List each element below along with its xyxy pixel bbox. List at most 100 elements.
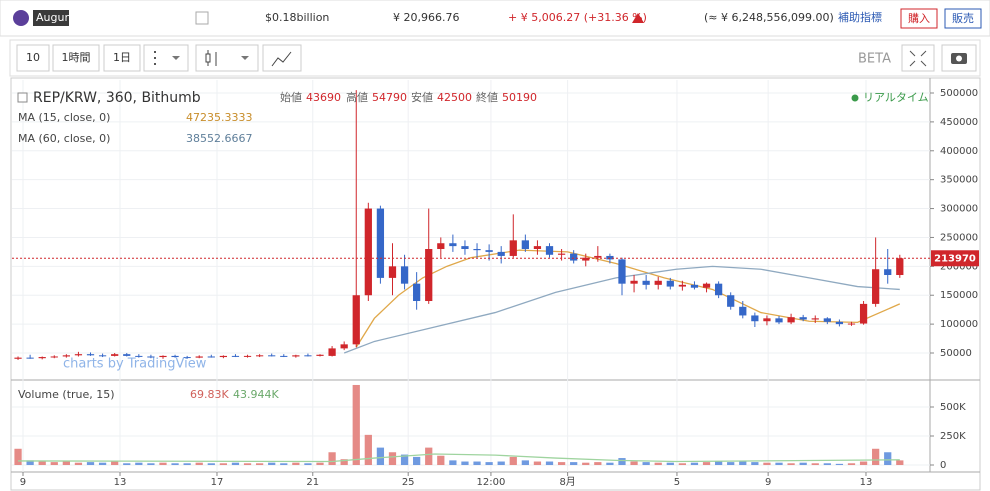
candle-body xyxy=(62,355,70,357)
volume-bar xyxy=(630,461,638,466)
zoom-button[interactable] xyxy=(16,44,50,72)
plot: 9 13 17 21 25 12:00 8月 5 9 13 50000 100000 150000 200… xyxy=(12,80,979,488)
volume-bar xyxy=(135,462,143,466)
candle-body xyxy=(473,249,481,251)
volume-bar xyxy=(606,462,614,466)
fullscreen-button[interactable] xyxy=(901,44,935,72)
beta-label: BETA xyxy=(858,52,891,67)
candle-body xyxy=(280,355,288,357)
volume-bar xyxy=(195,462,203,466)
fullscreen-icon xyxy=(909,50,927,67)
indicators-link[interactable]: 補助指標 xyxy=(838,10,882,24)
candle-body xyxy=(98,355,107,357)
buy-button[interactable] xyxy=(900,8,938,29)
volume-bar xyxy=(557,462,566,466)
candle-body xyxy=(787,317,795,323)
volume-bar xyxy=(545,461,554,466)
dropdown-icon xyxy=(172,56,180,60)
candle-body xyxy=(340,344,348,349)
up-arrow xyxy=(632,13,644,23)
candle-body xyxy=(739,306,747,316)
volume-bar xyxy=(207,463,215,466)
chart-style-button[interactable] xyxy=(195,44,259,72)
close-label: 終値 xyxy=(476,90,498,104)
volume-bar xyxy=(159,462,167,466)
indicator-button[interactable] xyxy=(262,44,302,72)
candle-body xyxy=(570,253,578,261)
candle-body xyxy=(195,356,203,358)
candle-body xyxy=(884,269,892,276)
interval-label: 1時間 xyxy=(62,51,91,64)
y-tick-label: 200000 xyxy=(940,261,978,272)
candle-body xyxy=(594,255,602,258)
candle-body xyxy=(533,246,542,250)
interval-button[interactable] xyxy=(52,44,100,72)
candle-body xyxy=(678,284,687,287)
collapse-icon[interactable] xyxy=(17,92,28,103)
volume-bar xyxy=(835,463,844,466)
candle-body xyxy=(413,283,421,302)
volume-bar xyxy=(171,463,179,466)
more-button[interactable] xyxy=(143,44,189,72)
candle-body xyxy=(811,318,819,320)
candle-body xyxy=(449,243,457,247)
sell-button[interactable] xyxy=(944,8,982,29)
volume-bar xyxy=(859,461,868,466)
candle-body xyxy=(751,315,759,322)
y-tick-label: 300000 xyxy=(940,204,978,215)
candle-body xyxy=(255,355,264,357)
open-value: 43690 xyxy=(306,91,341,104)
indicator-icon xyxy=(271,51,292,67)
realtime-label: リアルタイム xyxy=(863,91,929,104)
candle-body xyxy=(425,249,433,302)
chart-frame xyxy=(10,77,981,491)
candle-body xyxy=(123,354,131,356)
candle-body xyxy=(521,240,529,250)
y-tick-label: 0 xyxy=(940,460,946,471)
volume-bar xyxy=(739,461,747,466)
volume-bar xyxy=(147,463,155,466)
indicator-name: MA (15, close, 0) xyxy=(18,111,110,124)
candle-body xyxy=(775,318,783,323)
candle-body xyxy=(763,318,771,322)
candle-body xyxy=(461,246,469,250)
volume-bar xyxy=(340,459,348,466)
candle-body xyxy=(159,355,167,358)
volume-bar xyxy=(775,462,783,466)
volume-bar xyxy=(425,447,433,466)
candle-body xyxy=(714,283,723,296)
candle-body xyxy=(437,243,445,250)
y-tick-label: 100000 xyxy=(940,319,978,330)
candle-body xyxy=(666,280,674,287)
volume-bar xyxy=(316,462,324,466)
buy-label: 購入 xyxy=(908,11,930,25)
candle-body xyxy=(316,354,324,356)
x-tick-label: 12:00 xyxy=(477,477,506,488)
open-label: 始値 xyxy=(280,90,302,104)
volume-bar xyxy=(811,463,819,466)
candle-body xyxy=(292,355,300,357)
volume-bar xyxy=(727,462,735,466)
volume-bar xyxy=(74,462,83,466)
volume-bar xyxy=(111,461,119,466)
camera-lens xyxy=(956,55,962,62)
candle-body xyxy=(400,266,409,284)
volume-bar xyxy=(376,447,385,466)
candle-body xyxy=(690,284,699,288)
volume-bar xyxy=(763,462,771,466)
zoom-label: 10 xyxy=(26,51,40,64)
volume-bar xyxy=(521,460,529,466)
candle-body xyxy=(364,208,372,296)
candle-body xyxy=(135,355,143,357)
volume-bar xyxy=(497,461,505,466)
low-value: 42500 xyxy=(437,91,472,104)
range-button[interactable] xyxy=(103,44,141,72)
volume-bar xyxy=(678,463,687,466)
volume-bar xyxy=(461,461,469,466)
volume-name: Volume (true, 15) xyxy=(18,388,115,401)
candle-body xyxy=(618,259,626,284)
volume-bar xyxy=(400,454,409,466)
x-tick-label: 8月 xyxy=(559,476,575,488)
candle-body xyxy=(304,355,312,357)
